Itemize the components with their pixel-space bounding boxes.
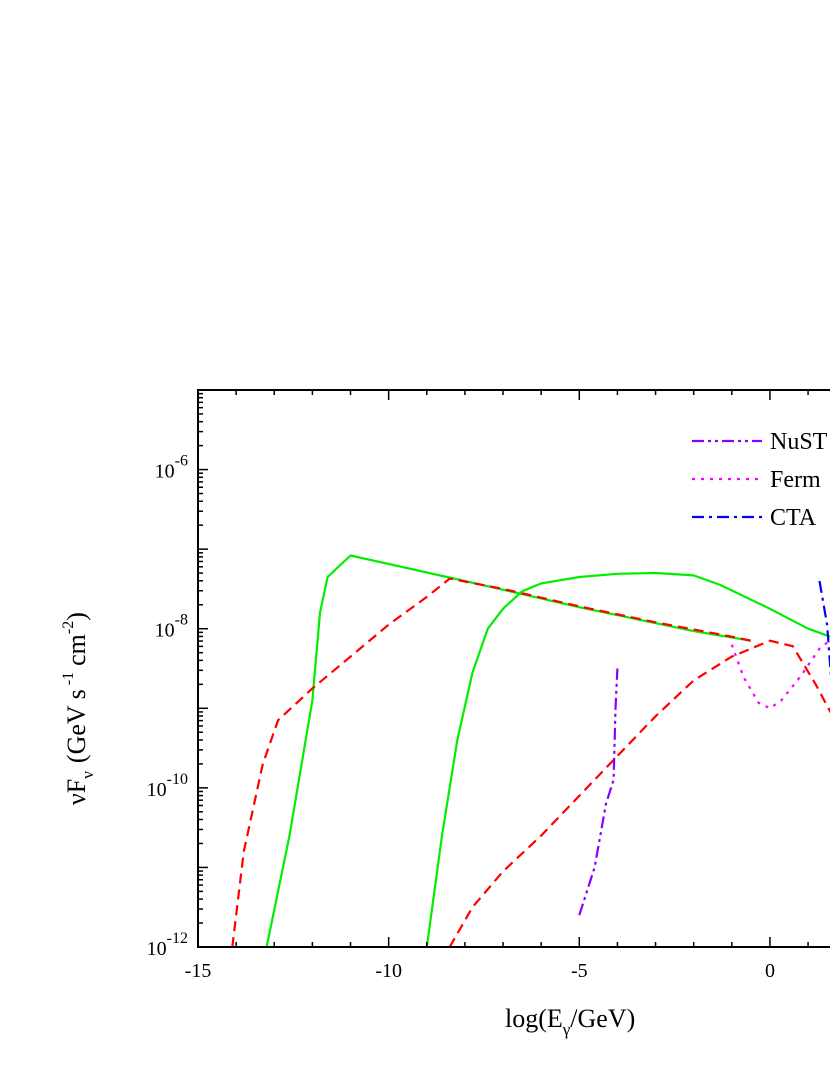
series-line-5 — [578, 668, 619, 916]
x-tick-label: -5 — [571, 960, 588, 982]
y-axis-title: νFν(GeV s-1cm-2) — [60, 612, 97, 805]
x-tick-label: -10 — [375, 960, 402, 982]
series-line-6 — [730, 639, 830, 710]
y-tick-label: 10-10 — [147, 771, 188, 801]
series-layer — [231, 554, 830, 947]
series-line-2 — [231, 577, 752, 947]
x-tick-label: -15 — [185, 960, 212, 982]
series-line-3 — [425, 571, 830, 947]
series-line-7 — [818, 580, 830, 678]
y-tick-label: 10-12 — [147, 930, 188, 960]
x-tick-label: 0 — [765, 960, 775, 982]
x-axis-title: log(Eγ/GeV) — [505, 1004, 635, 1039]
series-line-4 — [448, 639, 830, 947]
legend-label: Ferm — [770, 467, 821, 493]
y-tick-label: 10-6 — [155, 453, 188, 483]
legend-label: NuST — [770, 429, 828, 455]
axes-layer: -15 -10 -5 0 10-12 10-10 10-8 10-6 — [147, 389, 830, 982]
plot-frame — [197, 389, 830, 948]
y-tick-label: 10-8 — [155, 612, 188, 642]
series-line-1 — [265, 554, 752, 947]
legend: NuST Ferm CTA — [692, 429, 828, 531]
legend-label: CTA — [770, 505, 817, 531]
